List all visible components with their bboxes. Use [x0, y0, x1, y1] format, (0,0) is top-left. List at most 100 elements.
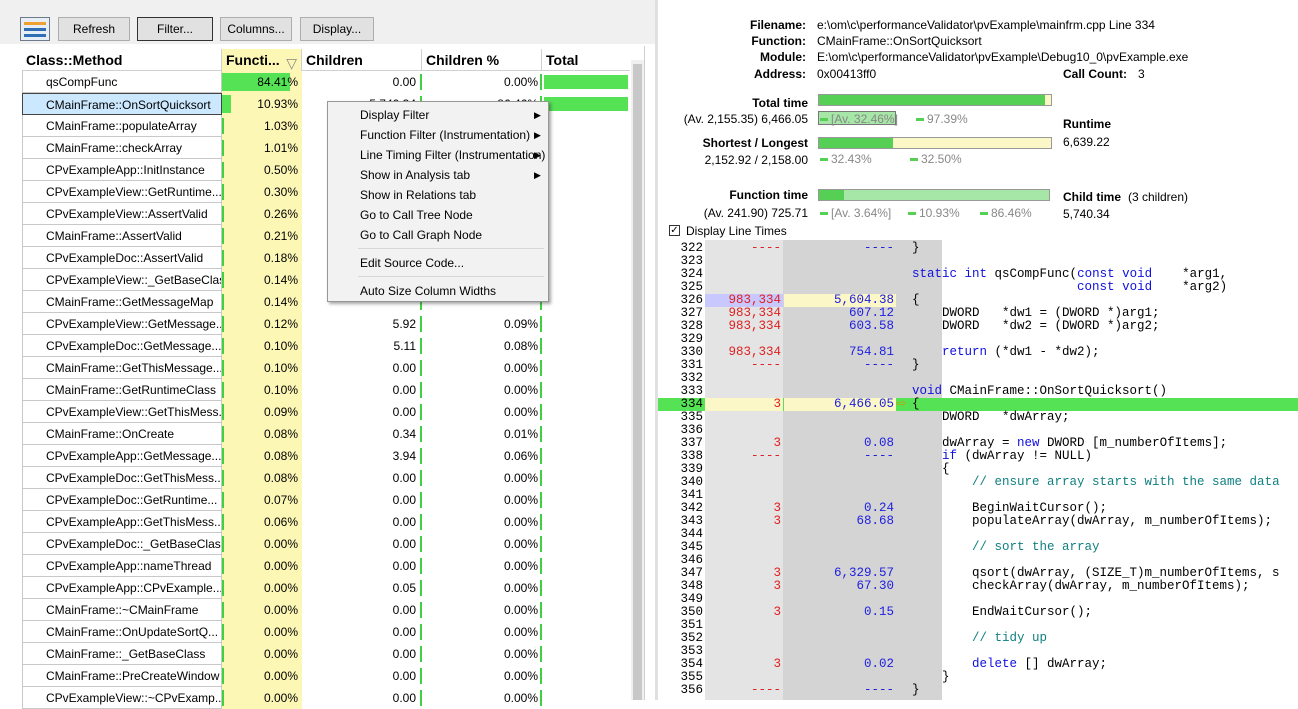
function-percent-cell: 0.00%: [222, 577, 302, 599]
table-row[interactable]: CPvExampleView::_GetBaseClass 0.14%: [22, 269, 630, 291]
code-line[interactable]: 336: [658, 424, 1298, 437]
column-children[interactable]: Children: [302, 49, 422, 71]
table-row[interactable]: CPvExampleView::GetMessage... 0.12% 5.92 0.…: [22, 313, 630, 335]
table-row[interactable]: CPvExampleDoc::GetRuntime... 0.07% 0.00 0.0…: [22, 489, 630, 511]
code-line[interactable]: 333 void CMainFrame::OnSortQuicksort(): [658, 385, 1298, 398]
code-line[interactable]: 350 3 0.15 EndWaitCursor();: [658, 606, 1298, 619]
code-line[interactable]: 342 3 0.24 BeginWaitCursor();: [658, 502, 1298, 515]
code-line[interactable]: 339 {: [658, 463, 1298, 476]
code-line[interactable]: 341: [658, 489, 1298, 502]
code-line[interactable]: 351: [658, 619, 1298, 632]
table-row[interactable]: CPvExampleApp::GetThisMess... 0.06% 0.00 0.…: [22, 511, 630, 533]
code-line[interactable]: 345 // sort the array: [658, 541, 1298, 554]
code-line[interactable]: 353: [658, 645, 1298, 658]
code-line[interactable]: 325 const void *arg2): [658, 281, 1298, 294]
table-row[interactable]: CMainFrame::populateArray 1.03%: [22, 115, 630, 137]
menu-item[interactable]: Show in Relations tab: [360, 188, 477, 202]
table-row[interactable]: CPvExampleApp::nameThread 0.00% 0.00 0.00%: [22, 555, 630, 577]
report-icon[interactable]: [20, 17, 50, 41]
children-percent-cell: 0.00%: [422, 511, 542, 533]
children-percent-value: 0.06%: [503, 449, 538, 463]
display-line-times-checkbox[interactable]: ✓: [669, 225, 680, 236]
menu-item[interactable]: Auto Size Column Widths: [360, 284, 497, 298]
method-name: CPvExampleApp::GetMessage...: [22, 445, 222, 467]
table-row[interactable]: CPvExampleView::~CPvExamp... 0.00% 0.00 0.0…: [22, 687, 630, 709]
code-line[interactable]: 324 static int qsCompFunc(const void *arg…: [658, 268, 1298, 281]
children-percent-cell: 0.01%: [422, 423, 542, 445]
table-row[interactable]: CMainFrame::OnUpdateSortQ... 0.00% 0.00 0.0…: [22, 621, 630, 643]
code-line[interactable]: 323: [658, 255, 1298, 268]
table-row[interactable]: CMainFrame::GetThisMessage... 0.10% 0.00 0.…: [22, 357, 630, 379]
column-function-time[interactable]: Functi... ▽: [222, 49, 302, 71]
table-row[interactable]: CPvExampleApp::InitInstance 0.50%: [22, 159, 630, 181]
table-row[interactable]: CMainFrame::GetRuntimeClass 0.10% 0.00 0.00…: [22, 379, 630, 401]
source-code-view[interactable]: 322 ---- ----} 323 324 static int qsCompFunc(…: [658, 240, 1298, 700]
line-number: 349: [680, 592, 703, 606]
table-row[interactable]: CMainFrame::GetMessageMap 0.14%: [22, 291, 630, 313]
menu-item[interactable]: Show in Analysis tab: [360, 168, 471, 182]
code-line[interactable]: 355 }: [658, 671, 1298, 684]
columns-button[interactable]: Columns...: [220, 17, 292, 41]
table-row[interactable]: CPvExampleDoc::GetThisMess... 0.08% 0.00 0.…: [22, 467, 630, 489]
code-line[interactable]: 334 3 6,466.05 ⇨ {: [658, 398, 1298, 411]
code-line[interactable]: 329: [658, 333, 1298, 346]
function-percent-value: 84.41%: [257, 75, 298, 89]
table-row[interactable]: CPvExampleView::GetThisMess... 0.09% 0.00 0…: [22, 401, 630, 423]
code-line[interactable]: 346: [658, 554, 1298, 567]
menu-item[interactable]: Go to Call Tree Node: [360, 208, 473, 222]
column-children-percent[interactable]: Children %: [422, 49, 542, 71]
table-row[interactable]: CMainFrame::~CMainFrame 0.00% 0.00 0.00%: [22, 599, 630, 621]
table-row[interactable]: qsCompFunc 84.41% 0.00 0.00%: [22, 71, 630, 93]
code-line[interactable]: 330 983,334 754.81 return (*dw1 - *dw2);: [658, 346, 1298, 359]
table-row[interactable]: CMainFrame::OnCreate 0.08% 0.34 0.01%: [22, 423, 630, 445]
menu-item[interactable]: Go to Call Graph Node: [360, 228, 483, 242]
children-percent-cell: 0.09%: [422, 313, 542, 335]
menu-item[interactable]: Function Filter (Instrumentation): [360, 128, 531, 142]
code-line[interactable]: 349: [658, 593, 1298, 606]
table-row[interactable]: CPvExampleDoc::_GetBaseClass 0.00% 0.00 0.0…: [22, 533, 630, 555]
column-class-method[interactable]: Class::Method: [22, 49, 222, 71]
code-line[interactable]: 328 983,334 603.58 DWORD *dw2 = (DWORD *)a…: [658, 320, 1298, 333]
table-row[interactable]: CMainFrame::checkArray 1.01%: [22, 137, 630, 159]
table-row[interactable]: CMainFrame::_GetBaseClass 0.00% 0.00 0.00%: [22, 643, 630, 665]
menu-item[interactable]: Line Timing Filter (Instrumentation): [360, 148, 546, 162]
table-row[interactable]: CPvExampleDoc::AssertValid 0.18%: [22, 247, 630, 269]
table-row[interactable]: CPvExampleApp::GetMessage... 0.08% 3.94 0.0…: [22, 445, 630, 467]
code-line[interactable]: 327 983,334 607.12 DWORD *dw1 = (DWORD *)a…: [658, 307, 1298, 320]
code-line[interactable]: 352 // tidy up: [658, 632, 1298, 645]
code-line[interactable]: 326 983,334 5,604.38 {: [658, 294, 1298, 307]
table-row[interactable]: CPvExampleView::GetRuntime... 0.30%: [22, 181, 630, 203]
code-line[interactable]: 348 3 67.30 checkArray(dwArray, m_numberOf…: [658, 580, 1298, 593]
code-line[interactable]: 322 ---- ----}: [658, 242, 1298, 255]
splitter[interactable]: [655, 0, 658, 700]
table-row[interactable]: CMainFrame::PreCreateWindow 0.00% 0.00 0.00…: [22, 665, 630, 687]
code-line[interactable]: 343 3 68.68 populateArray(dwArray, m_numbe…: [658, 515, 1298, 528]
code-line[interactable]: 340 // ensure array starts with the same…: [658, 476, 1298, 489]
column-total[interactable]: Total: [546, 52, 579, 68]
table-row[interactable]: CPvExampleDoc::GetMessage... 0.10% 5.11 0.0…: [22, 335, 630, 357]
menu-item[interactable]: Edit Source Code...: [360, 256, 465, 270]
code-line[interactable]: 332: [658, 372, 1298, 385]
code-line[interactable]: 335 DWORD *dwArray;: [658, 411, 1298, 424]
code-line[interactable]: 344: [658, 528, 1298, 541]
code-line[interactable]: 337 3 0.08 dwArray = new DWORD [m_numberOf…: [658, 437, 1298, 450]
table-row[interactable]: CMainFrame::AssertValid 0.21%: [22, 225, 630, 247]
line-number: 322: [680, 241, 703, 255]
refresh-button[interactable]: Refresh: [58, 17, 130, 41]
code-line[interactable]: 347 3 6,329.57 qsort(dwArray, (SIZE_T)m_nu…: [658, 567, 1298, 580]
function-percent-cell: 0.26%: [222, 203, 302, 225]
function-percent-tick: [222, 184, 224, 200]
function-percent-tick: [222, 162, 224, 178]
scrollbar-thumb[interactable]: [633, 64, 642, 700]
table-row[interactable]: CPvExampleView::AssertValid 0.26%: [22, 203, 630, 225]
code-line[interactable]: 331 ---- ----}: [658, 359, 1298, 372]
menu-item[interactable]: Display Filter: [360, 108, 430, 122]
code-line[interactable]: 356 ---- ----}: [658, 684, 1298, 697]
children-pct-text: 86.46%: [991, 206, 1032, 220]
code-line[interactable]: 354 3 0.02 delete [] dwArray;: [658, 658, 1298, 671]
source-text: DWORD *dw2 = (DWORD *)arg2;: [912, 319, 1160, 333]
code-line[interactable]: 338 ---- ---- if (dwArray != NULL): [658, 450, 1298, 463]
display-button[interactable]: Display...: [300, 17, 374, 41]
filter-button[interactable]: Filter...: [137, 17, 213, 41]
table-row[interactable]: CPvExampleApp::CPvExample... 0.00% 0.05 0.0…: [22, 577, 630, 599]
